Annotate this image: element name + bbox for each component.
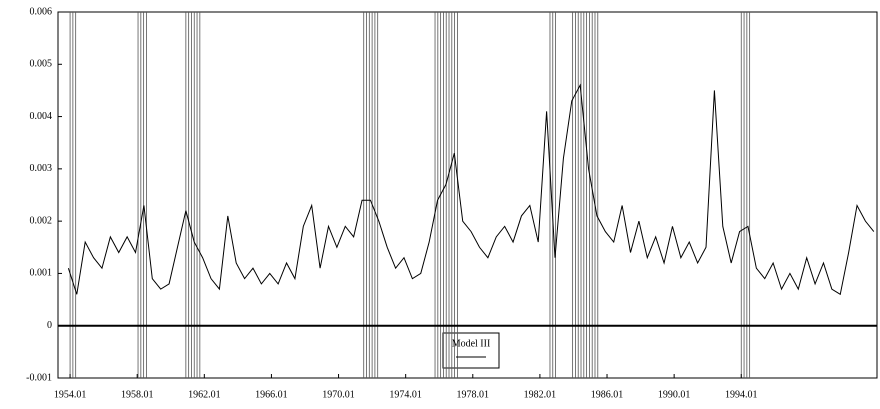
y-tick-label: 0.005 — [30, 59, 53, 70]
data-line — [67, 83, 875, 296]
plot-frame — [57, 11, 878, 379]
y-tick-label: 0.003 — [30, 163, 53, 174]
y-tick-label: 0.006 — [30, 6, 53, 17]
x-tick-label: 1966.01 — [255, 389, 288, 400]
y-tick-label: 0.002 — [30, 215, 53, 226]
legend-label: Model III — [452, 338, 491, 349]
x-tick-label: 1970.01 — [322, 389, 355, 400]
x-tick-label: 1958.01 — [121, 389, 154, 400]
x-tick-label: 1982.01 — [524, 389, 557, 400]
x-tick-label: 1994.01 — [725, 389, 758, 400]
x-tick-label: 1978.01 — [457, 389, 490, 400]
x-tick-label: 1974.01 — [389, 389, 422, 400]
y-tick-label: -0.001 — [26, 372, 52, 383]
x-tick-label: 1986.01 — [591, 389, 624, 400]
y-tick-label: 0 — [47, 320, 52, 331]
x-tick-label: 1954.01 — [54, 389, 87, 400]
y-tick-label: 0.001 — [30, 268, 53, 279]
y-tick-label: 0.004 — [30, 111, 53, 122]
legend-box — [442, 332, 500, 369]
x-tick-label: 1990.01 — [658, 389, 691, 400]
x-tick-label: 1962.01 — [188, 389, 221, 400]
